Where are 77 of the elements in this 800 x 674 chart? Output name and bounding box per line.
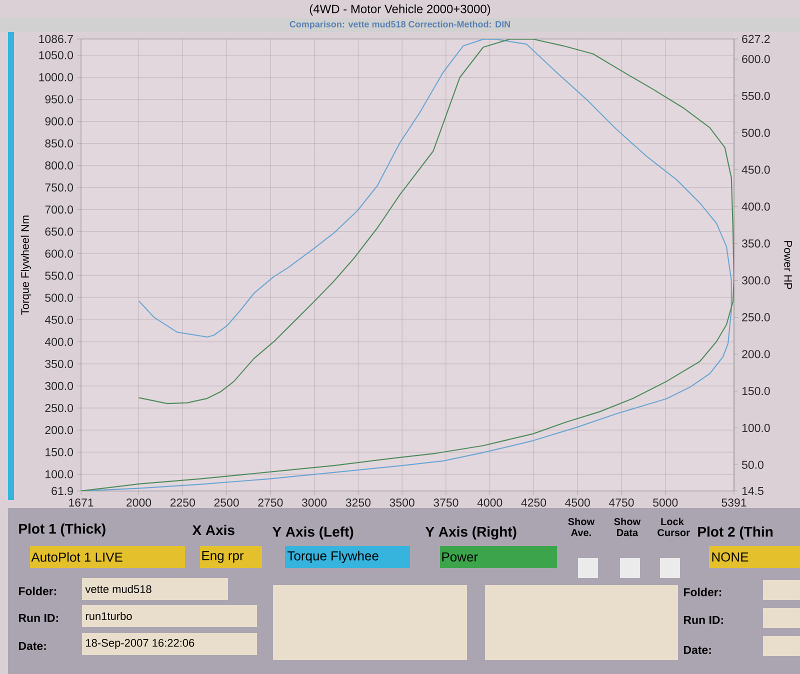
text: Eng rpr (202, 551, 244, 563)
text: Folder: (18, 586, 56, 596)
y2-tick-label: 500.0 (742, 128, 770, 137)
y-tick-label: 850.0 (45, 139, 74, 148)
text: Y Axis (Right) (425, 526, 516, 540)
y-tick-label: 650.0 (45, 228, 74, 236)
x-tick-label: 2500 (214, 498, 239, 507)
y2-tick-label: 350.0 (742, 239, 770, 248)
x-tick-label: 4500 (565, 498, 590, 507)
text: Show Data (614, 518, 641, 536)
y2-tick-label: 300.0 (742, 276, 770, 284)
x-tick-label: 2750 (258, 498, 283, 507)
text: Run ID: (18, 614, 58, 622)
y-tick-label: 450.0 (44, 316, 74, 324)
y2-tick-label: 100.0 (742, 424, 770, 432)
text: NONE (712, 552, 748, 562)
x-tick-label: 4250 (521, 498, 546, 507)
text: Y Axis (Left) (272, 526, 354, 540)
y-tick-label: 400.0 (44, 338, 74, 346)
chart-subtitle: Comparison: vette mud518 Correction-Method: DIN (290, 20, 510, 30)
y2-tick-label: 14.5 (742, 486, 764, 495)
y-tick-label: 150.0 (46, 448, 74, 456)
y-tick-label: 61.9 (52, 486, 73, 496)
y-tick-label: 1000.0 (39, 73, 74, 82)
y2-tick-label: 627.2 (742, 34, 770, 44)
y-tick-label: 750.0 (45, 183, 74, 192)
y2-tick-label: 550.0 (742, 92, 770, 100)
x-tick-label: 3000 (302, 498, 327, 507)
y-tick-label: 100.0 (46, 470, 74, 478)
y2-tick-label: 400.0 (742, 202, 770, 211)
y-axis-title: Torque Flywheel Nm (20, 216, 32, 315)
text: Date: (684, 646, 711, 654)
y-tick-label: 1086.7 (39, 34, 73, 44)
text: 18-Sep-2007 16:22:06 (86, 639, 194, 649)
y-tick-label: 700.0 (45, 205, 74, 214)
y-tick-label: 550.0 (45, 272, 74, 280)
y-tick-label: 500.0 (45, 294, 74, 302)
y-tick-label: 900.0 (45, 117, 74, 126)
text: AutoPlot 1 LIVE (31, 552, 122, 562)
x-tick-label: 4750 (608, 498, 634, 507)
text: Lock Cursor (658, 518, 690, 536)
x-tick-label: 3750 (434, 498, 458, 507)
text: Plot 2 (Thin (698, 526, 773, 540)
x-tick-label: 5000 (653, 498, 678, 507)
text: Plot 1 (Thick) (19, 523, 106, 537)
text: Show Ave. (568, 518, 595, 536)
x-tick-label: 1671 (69, 498, 94, 507)
x-tick-label: 3250 (346, 498, 371, 507)
y-tick-label: 800.0 (45, 161, 74, 170)
text: Date: (18, 642, 46, 650)
y-tick-label: 300.0 (45, 382, 74, 390)
y2-tick-label: 200.0 (742, 350, 770, 358)
y2-axis-title: Power HP (784, 241, 792, 290)
x-tick-label: 2250 (170, 498, 195, 507)
y-tick-label: 1050.0 (39, 51, 74, 60)
y2-tick-label: 150.0 (742, 386, 770, 396)
text: Power (442, 552, 478, 562)
text: Torque Flywhee (288, 550, 378, 564)
y2-tick-label: 250.0 (742, 313, 770, 322)
y-tick-label: 250.0 (45, 404, 74, 412)
y-tick-label: 350.0 (45, 360, 74, 368)
y-tick-label: 600.0 (45, 250, 74, 258)
y2-tick-label: 450.0 (742, 166, 770, 174)
x-tick-label: 3500 (390, 498, 414, 507)
text: X Axis (192, 524, 234, 536)
text: vette mud518 (85, 584, 152, 594)
text: Run ID: (684, 616, 723, 624)
x-tick-label: 2000 (126, 498, 152, 507)
text: Folder: (684, 588, 722, 596)
text: run1turbo (86, 612, 132, 620)
y2-tick-label: 600.0 (742, 54, 770, 64)
y2-tick-label: 50.0 (742, 460, 764, 469)
x-tick-label: 5391 (722, 498, 746, 507)
y-tick-label: 200.0 (45, 426, 74, 434)
chart-title: (4WD - Motor Vehicle 2000+3000) (310, 4, 490, 16)
x-tick-label: 4000 (477, 498, 502, 507)
y-tick-label: 950.0 (45, 95, 74, 104)
